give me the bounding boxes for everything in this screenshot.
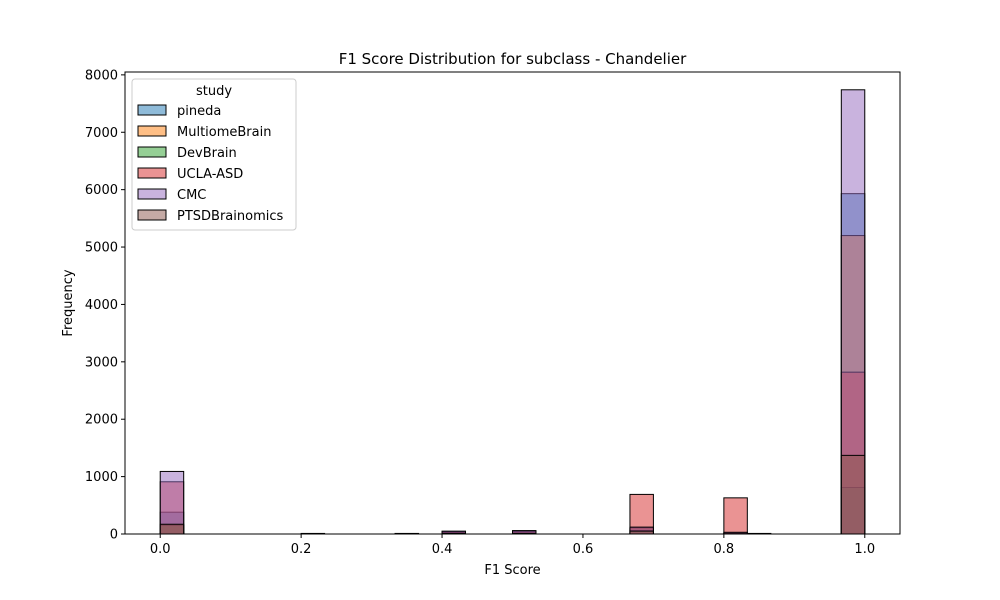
y-tick-label: 1000	[85, 470, 118, 485]
y-tick-label: 3000	[85, 355, 118, 370]
x-tick-label: 0.0	[150, 542, 171, 557]
legend-label-devbrain: DevBrain	[177, 146, 237, 161]
y-axis-label: Frequency	[61, 269, 76, 336]
y-axis-ticks: 0 1000 2000 3000 4000 5000 6000 7000 8000	[85, 68, 125, 543]
legend-swatch-multiomebrain	[137, 125, 167, 137]
y-tick-label: 2000	[85, 413, 118, 428]
legend-box	[131, 78, 297, 231]
legend-swatch-cmc	[137, 188, 167, 200]
y-tick-label: 4000	[85, 298, 118, 313]
x-tick-label: 0.4	[432, 542, 453, 557]
x-tick-label: 0.8	[714, 542, 735, 557]
x-axis-ticks: 0.0 0.2 0.4 0.6 0.8 1.0	[150, 534, 875, 557]
x-tick-label: 0.6	[573, 542, 594, 557]
legend-items: pineda MultiomeBrain DevBrain UCLA-ASD CMC PT…	[137, 104, 283, 224]
x-axis-label: F1 Score	[484, 563, 540, 578]
bar-ucla-asd-bin-24	[723, 497, 748, 535]
bar-ptsdbrainomics-bin-29	[840, 454, 866, 535]
legend-label-ptsdbrainomics: PTSDBrainomics	[177, 209, 283, 224]
legend-swatch-pineda	[137, 104, 167, 116]
axes-frame	[124, 71, 901, 535]
legend-title: study	[196, 84, 232, 99]
legend-label-multiomebrain: MultiomeBrain	[177, 125, 271, 140]
y-tick-label: 5000	[85, 241, 118, 256]
legend-swatch-ucla-asd	[137, 167, 167, 179]
y-tick-label: 8000	[85, 68, 118, 83]
legend-label-ucla-asd: UCLA-ASD	[177, 167, 243, 182]
legend: study pineda MultiomeBrain DevBrain UCLA-AS…	[131, 78, 297, 231]
legend-label-pineda: pineda	[177, 104, 221, 119]
y-tick-label: 6000	[85, 183, 118, 198]
bar-ptsdbrainomics-bin-0	[159, 523, 185, 535]
legend-label-cmc: CMC	[177, 188, 206, 203]
legend-swatch-ptsdbrainomics	[137, 209, 167, 221]
chart-title: F1 Score Distribution for subclass - Cha…	[339, 50, 687, 68]
histogram-bars	[159, 89, 866, 535]
x-tick-label: 0.2	[291, 542, 312, 557]
x-tick-label: 1.0	[854, 542, 875, 557]
y-tick-label: 7000	[85, 126, 118, 141]
y-tick-label: 0	[110, 528, 118, 543]
legend-swatch-devbrain	[137, 146, 167, 158]
